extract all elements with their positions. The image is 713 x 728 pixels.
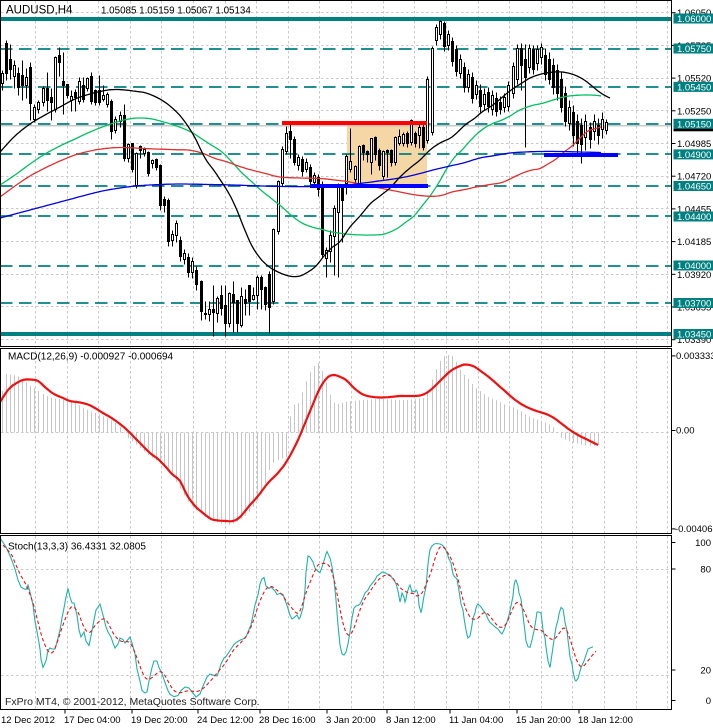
svg-text:0.0033335: 0.0033335 bbox=[676, 351, 713, 362]
svg-text:1.05250: 1.05250 bbox=[677, 106, 711, 117]
svg-text:1.04985: 1.04985 bbox=[677, 139, 711, 150]
svg-text:1.03700: 1.03700 bbox=[677, 299, 711, 310]
svg-text:1.04650: 1.04650 bbox=[677, 182, 711, 193]
svg-text:3 Jan 20:00: 3 Jan 20:00 bbox=[326, 715, 376, 726]
svg-text:1.05450: 1.05450 bbox=[677, 82, 711, 93]
svg-text:80: 80 bbox=[700, 565, 711, 576]
svg-text:1.03450: 1.03450 bbox=[677, 330, 711, 341]
svg-text:1.04900: 1.04900 bbox=[677, 150, 711, 161]
svg-text:1.03920: 1.03920 bbox=[677, 270, 711, 281]
svg-text:1.04400: 1.04400 bbox=[677, 212, 711, 223]
svg-text:1.04000: 1.04000 bbox=[677, 261, 711, 272]
svg-text:1.05750: 1.05750 bbox=[677, 44, 711, 55]
svg-text:0: 0 bbox=[706, 696, 711, 707]
svg-text:11 Jan 04:00: 11 Jan 04:00 bbox=[449, 715, 503, 726]
svg-text:12 Dec 2012: 12 Dec 2012 bbox=[1, 715, 55, 726]
svg-text:100: 100 bbox=[695, 538, 711, 549]
svg-text:24 Dec 12:00: 24 Dec 12:00 bbox=[197, 715, 254, 726]
svg-text:17 Dec 04:00: 17 Dec 04:00 bbox=[64, 715, 121, 726]
svg-text:1.04455: 1.04455 bbox=[677, 204, 711, 215]
svg-text:15 Jan 20:00: 15 Jan 20:00 bbox=[516, 715, 571, 726]
svg-text:AUDUSD,H4: AUDUSD,H4 bbox=[6, 5, 73, 17]
svg-text:8 Jan 12:00: 8 Jan 12:00 bbox=[386, 715, 436, 726]
svg-text:FxPro MT4, © 2001-2012, MetaQu: FxPro MT4, © 2001-2012, MetaQuotes Softw… bbox=[5, 696, 260, 708]
svg-text:0.00: 0.00 bbox=[676, 426, 695, 437]
svg-text:-0.0040636: -0.0040636 bbox=[675, 524, 713, 535]
svg-text:28 Dec 16:00: 28 Dec 16:00 bbox=[259, 715, 316, 726]
svg-text:19 Dec 20:00: 19 Dec 20:00 bbox=[131, 715, 188, 726]
svg-text:1.05085 1.05159 1.05067 1.0513: 1.05085 1.05159 1.05067 1.05134 bbox=[101, 6, 251, 17]
svg-text:MACD(12,26,9) -0.000927 -0.000: MACD(12,26,9) -0.000927 -0.000694 bbox=[8, 352, 174, 363]
svg-text:1.05520: 1.05520 bbox=[677, 74, 711, 85]
svg-text:1.04185: 1.04185 bbox=[677, 237, 711, 248]
svg-text:1.06000: 1.06000 bbox=[677, 14, 711, 25]
svg-text:20: 20 bbox=[700, 666, 711, 677]
svg-text:18 Jan 12:00: 18 Jan 12:00 bbox=[578, 715, 633, 726]
svg-text:1.04720: 1.04720 bbox=[677, 172, 711, 183]
svg-text:Stoch(13,3,3) 36.4331 32.0805: Stoch(13,3,3) 36.4331 32.0805 bbox=[8, 542, 146, 553]
svg-text:1.05150: 1.05150 bbox=[677, 119, 711, 130]
svg-text:1.03390: 1.03390 bbox=[677, 335, 711, 346]
